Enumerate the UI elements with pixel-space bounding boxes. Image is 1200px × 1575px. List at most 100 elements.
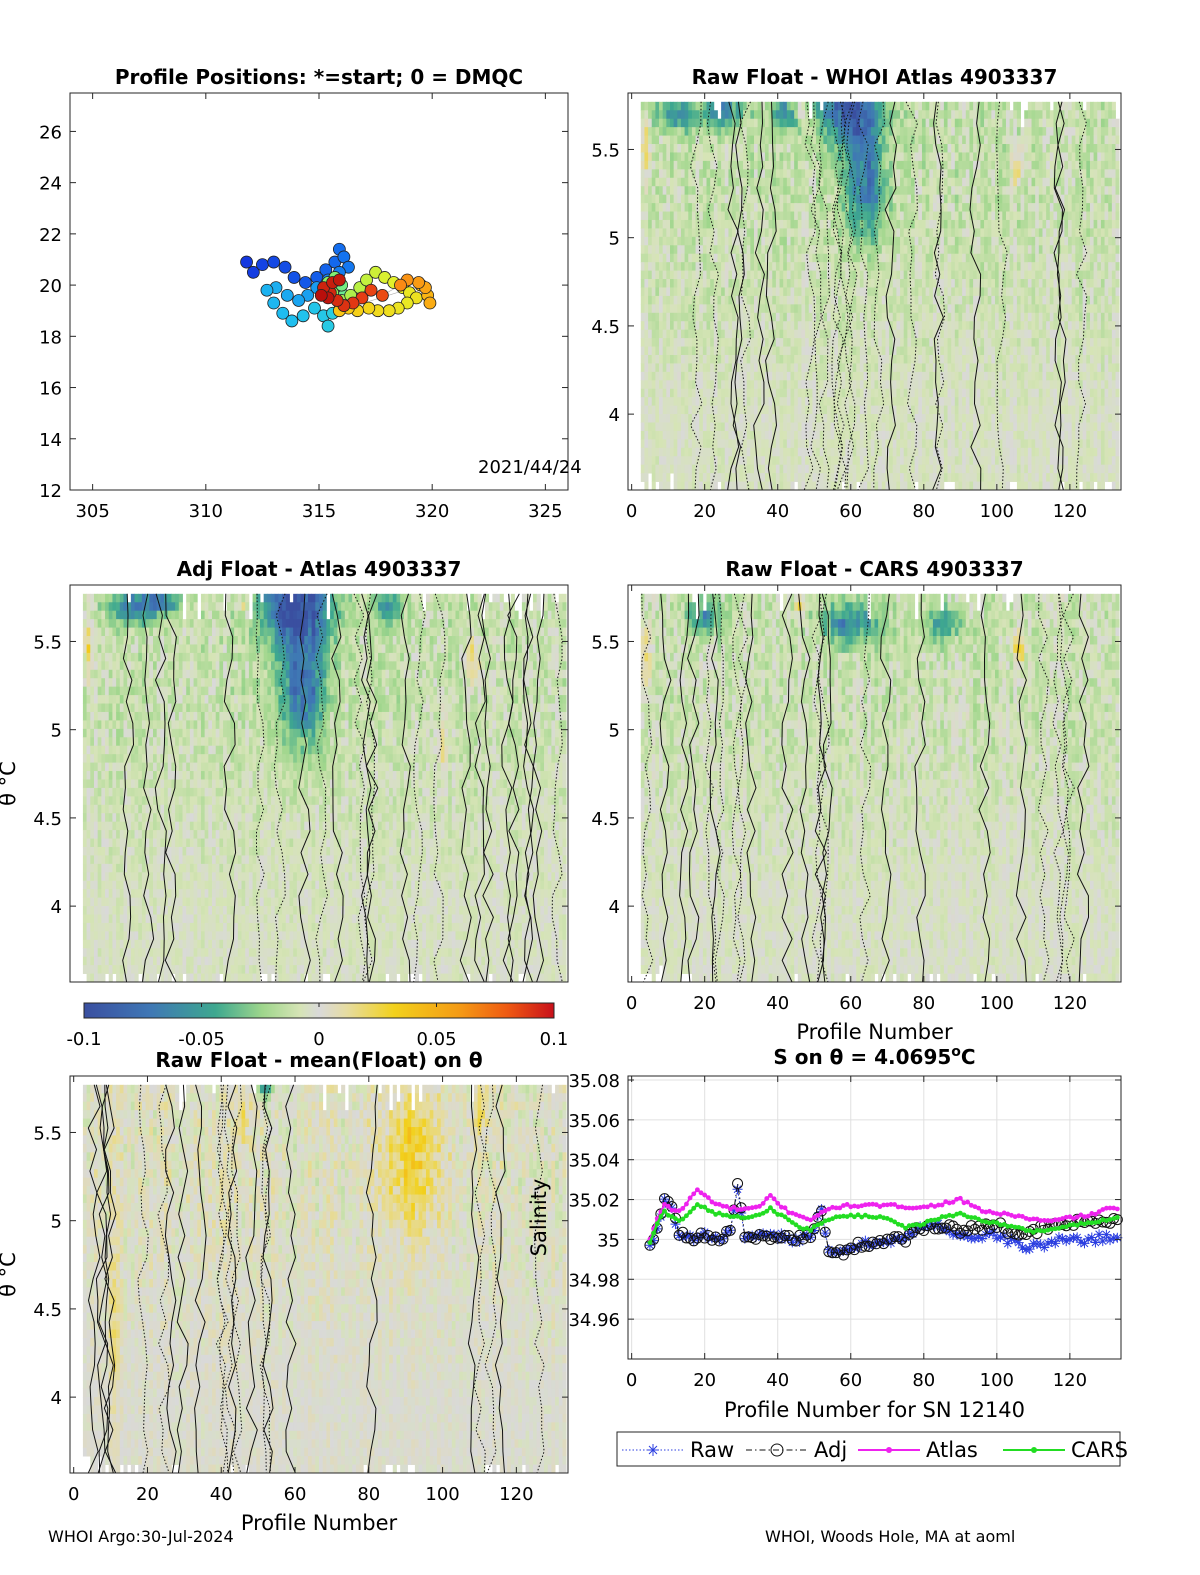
heatmap-cell: [663, 220, 667, 229]
heatmap-cell: [710, 304, 714, 313]
heatmap-cell: [685, 313, 689, 322]
heatmap-cell: [677, 220, 681, 229]
heatmap-cell: [681, 414, 685, 423]
heatmap-cell: [655, 372, 659, 381]
heatmap-cell: [801, 127, 805, 136]
heatmap-cell: [663, 271, 667, 280]
heatmap-cell: [659, 338, 663, 347]
heatmap-cell: [688, 448, 692, 457]
heatmap-cell: [681, 296, 685, 305]
heatmap-cell: [652, 422, 656, 431]
heatmap-cell: [736, 245, 740, 254]
heatmap-cell: [776, 152, 780, 161]
heatmap-cell: [787, 347, 791, 356]
heatmap-cell: [707, 279, 711, 288]
heatmap-cell: [772, 119, 776, 128]
heatmap-cell: [739, 414, 743, 423]
heatmap-cell: [765, 389, 769, 398]
heatmap-cell: [765, 338, 769, 347]
heatmap-cell: [692, 406, 696, 415]
heatmap-cell: [809, 372, 813, 381]
heatmap-cell: [692, 212, 696, 221]
heatmap-cell: [670, 220, 674, 229]
heatmap-cell: [732, 330, 736, 339]
heatmap-cell: [772, 372, 776, 381]
heatmap-cell: [648, 431, 652, 440]
profile-point: [268, 297, 280, 309]
heatmap-cell: [787, 237, 791, 246]
heatmap-cell: [798, 321, 802, 330]
heatmap-cell: [791, 144, 795, 153]
heatmap-cell: [717, 161, 721, 170]
heatmap-cell: [791, 330, 795, 339]
heatmap-cell: [747, 228, 751, 237]
heatmap-cell: [717, 254, 721, 263]
heatmap-cell: [703, 422, 707, 431]
heatmap-cell: [783, 144, 787, 153]
heatmap-cell: [659, 431, 663, 440]
heatmap-cell: [666, 422, 670, 431]
heatmap-cell: [663, 169, 667, 178]
heatmap-cell: [688, 254, 692, 263]
heatmap-cell: [754, 363, 758, 372]
heatmap-cell: [750, 380, 754, 389]
heatmap-cell: [681, 321, 685, 330]
heatmap-cell: [765, 245, 769, 254]
heatmap-cell: [655, 296, 659, 305]
heatmap-cell: [652, 152, 656, 161]
heatmap-cell: [641, 102, 645, 111]
heatmap-cell: [652, 287, 656, 296]
heatmap-cell: [798, 119, 802, 128]
heatmap-cell: [703, 304, 707, 313]
heatmap-cell: [644, 330, 648, 339]
heatmap-cell: [780, 448, 784, 457]
heatmap-cell: [743, 228, 747, 237]
heatmap-cell: [663, 287, 667, 296]
heatmap-cell: [754, 102, 758, 111]
heatmap-cell: [670, 119, 674, 128]
heatmap-cell: [754, 195, 758, 204]
heatmap-cell: [703, 262, 707, 271]
heatmap-cell: [725, 102, 729, 111]
heatmap-cell: [688, 439, 692, 448]
heatmap-cell: [699, 406, 703, 415]
heatmap-cell: [655, 178, 659, 187]
heatmap-cell: [699, 422, 703, 431]
heatmap-cell: [747, 296, 751, 305]
heatmap-cell: [791, 406, 795, 415]
heatmap-cell: [717, 152, 721, 161]
heatmap-cell: [688, 127, 692, 136]
heatmap-cell: [798, 482, 802, 491]
heatmap-cell: [677, 262, 681, 271]
heatmap-cell: [670, 448, 674, 457]
heatmap-cell: [772, 448, 776, 457]
heatmap-cell: [761, 186, 765, 195]
heatmap-cell: [750, 406, 754, 415]
y-tick-label: 16: [39, 379, 62, 400]
heatmap-cell: [812, 287, 816, 296]
heatmap-cell: [688, 161, 692, 170]
heatmap-cell: [787, 414, 791, 423]
heatmap-cell: [725, 228, 729, 237]
heatmap-cell: [794, 338, 798, 347]
y-tick-label: 18: [39, 327, 62, 348]
heatmap-cell: [641, 330, 645, 339]
heatmap-cell: [677, 482, 681, 491]
heatmap-cell: [707, 287, 711, 296]
heatmap-cell: [648, 456, 652, 465]
heatmap-cell: [710, 422, 714, 431]
heatmap-cell: [670, 152, 674, 161]
heatmap-cell: [750, 330, 754, 339]
heatmap-cell: [692, 347, 696, 356]
heatmap-cell: [685, 195, 689, 204]
heatmap-cell: [787, 254, 791, 263]
heatmap-cell: [743, 169, 747, 178]
heatmap-cell: [812, 380, 816, 389]
heatmap-cell: [783, 465, 787, 474]
heatmap-cell: [659, 262, 663, 271]
heatmap-cell: [772, 102, 776, 111]
heatmap-cell: [798, 465, 802, 474]
heatmap-cell: [703, 372, 707, 381]
heatmap-cell: [652, 228, 656, 237]
heatmap-cell: [780, 254, 784, 263]
